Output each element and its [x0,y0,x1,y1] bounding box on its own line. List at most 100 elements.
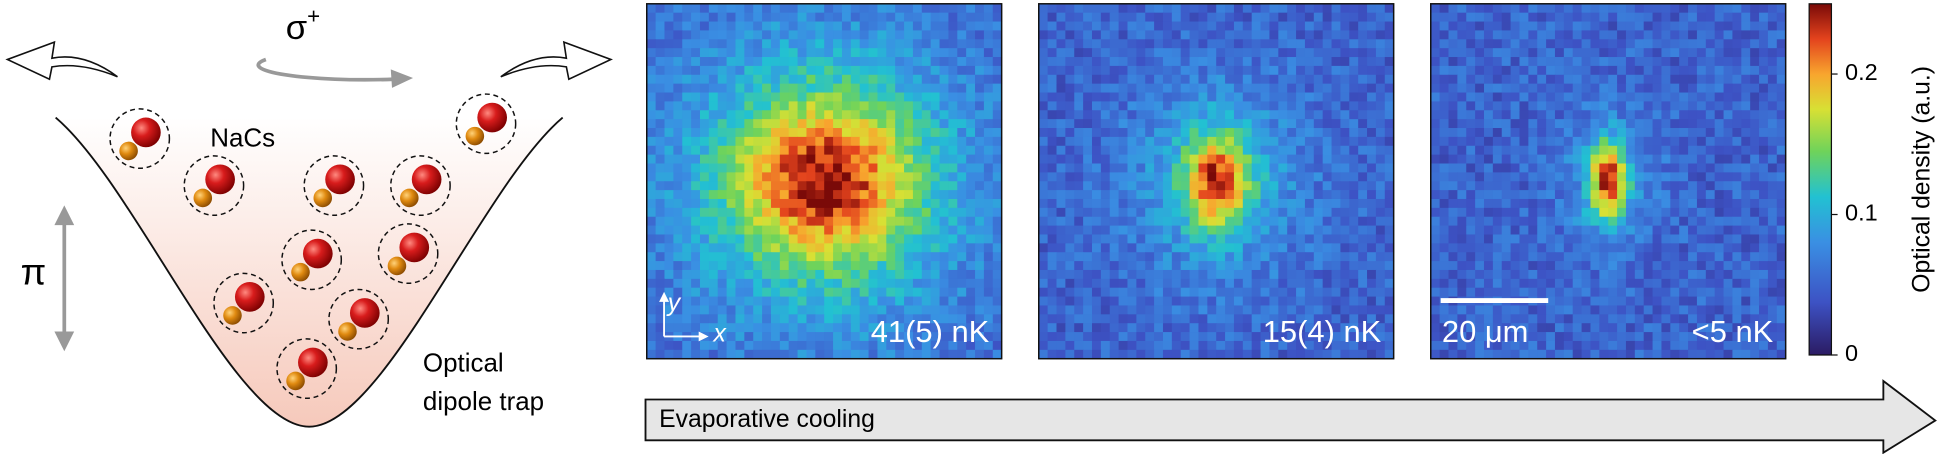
pixel [1384,163,1395,173]
pixel [1723,3,1733,14]
pixel [708,269,719,280]
pixel [1590,3,1600,14]
trap-label: dipole trap [423,386,544,416]
pixel [1109,332,1120,342]
pixel [1047,314,1057,324]
pixel [1145,225,1155,235]
pixel [1590,128,1600,138]
pixel [1661,252,1671,262]
na-atom [313,188,333,208]
pixel [895,74,905,85]
pixel [1198,57,1208,67]
pixel [1322,154,1333,164]
pixel [1127,136,1137,147]
pixel [1599,323,1609,333]
pixel [1625,207,1636,218]
pixel [1118,296,1128,306]
pixel [833,128,843,138]
pixel [975,198,985,209]
pixel [868,21,878,31]
pixel [1554,198,1565,209]
pixel [717,278,728,289]
pixel [1554,30,1565,40]
pixel [1358,332,1368,342]
pixel [1251,12,1262,23]
pixel [957,261,967,271]
pixel [1501,3,1512,14]
pixel [1572,136,1583,147]
pixel [1634,21,1645,31]
pixel [1091,349,1102,360]
pixel [1448,198,1458,209]
pixel [1109,39,1120,49]
pixel [859,296,870,306]
pixel [1430,323,1441,333]
pixel [770,287,781,298]
pixel [682,323,692,333]
pixel [1189,278,1199,289]
pixel [859,314,870,324]
pixel [1767,110,1778,120]
pixel [1242,92,1253,102]
pixel [939,101,949,111]
pixel [1537,278,1547,289]
pixel [1572,314,1583,324]
pixel [904,190,914,200]
pixel [1118,74,1128,85]
pixel [1083,261,1093,271]
pixel [1358,225,1368,235]
pixel [1242,225,1253,235]
pixel [859,278,870,289]
pixel [1643,207,1654,218]
pixel [1510,340,1520,351]
pixel [655,190,665,200]
pixel [1065,181,1075,191]
pixel [1759,216,1769,227]
pixel [1714,48,1725,58]
pixel [646,216,657,227]
pixel [655,261,665,271]
pixel [753,65,763,76]
pixel [1242,163,1253,173]
pixel [957,340,967,351]
pixel [1483,119,1494,129]
pixel [1065,92,1075,102]
pixel [1242,332,1253,342]
pixel [1643,110,1654,120]
pixel [1162,216,1173,227]
pixel [877,216,887,227]
pixel [664,216,674,227]
pixel [1767,136,1778,147]
pixel [655,278,665,289]
pixel [664,128,674,138]
pixel [1714,207,1725,218]
pixel [868,101,878,111]
pixel [779,323,790,333]
pixel [726,21,736,31]
pixel [1358,74,1368,85]
pixel [1180,269,1191,280]
pixel [833,57,843,67]
pixel [1278,119,1288,129]
pixel [1207,3,1217,14]
pixel [1448,278,1458,289]
pixel [1118,163,1128,173]
pixel [682,128,692,138]
pixel [1679,190,1689,200]
pixel [1590,243,1600,253]
pixel [691,30,701,40]
pixel [1679,172,1689,182]
pixel [726,92,736,102]
pixel [735,101,745,111]
pixel [1590,163,1600,173]
pixel [708,234,719,244]
pixel [1750,65,1760,76]
pixel [1207,48,1217,58]
pixel [1109,172,1120,182]
pixel [912,278,923,289]
pixel [1145,136,1155,147]
pixel [655,128,665,138]
pixel [1625,296,1636,306]
pixel [1304,92,1315,102]
pixel [859,323,870,333]
